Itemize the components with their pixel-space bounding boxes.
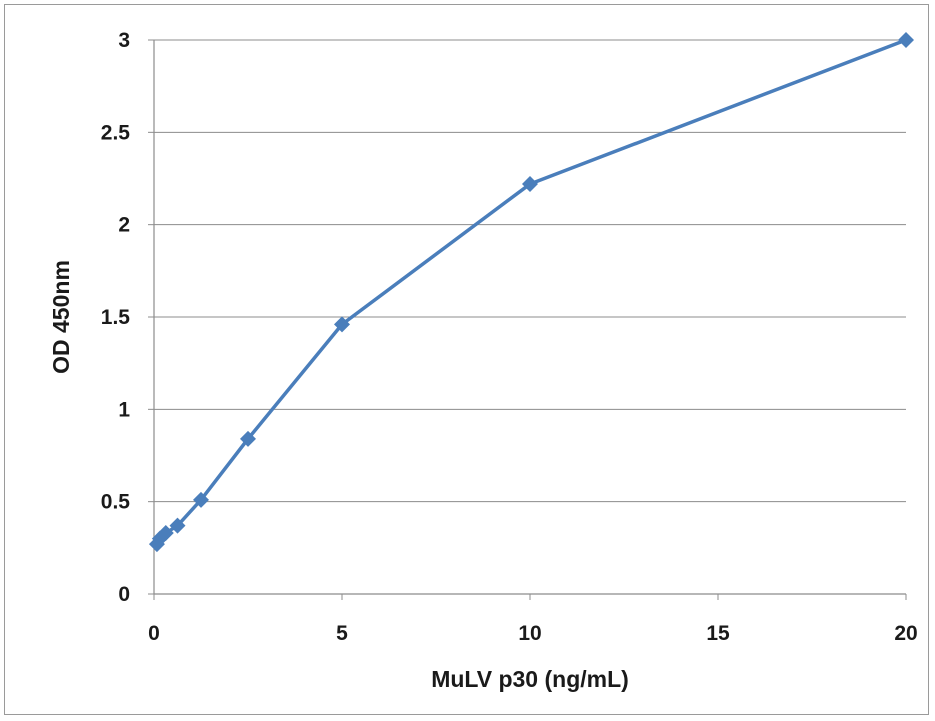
x-tick-labels: 0 5 10 15 20: [148, 594, 918, 645]
x-axis-title: MuLV p30 (ng/mL): [431, 666, 629, 692]
series-group: [148, 32, 914, 553]
gridlines: [154, 39, 906, 503]
series-line-0: [155, 38, 907, 545]
y-axis-title: OD 450nm: [48, 260, 74, 374]
data-point-8: [898, 32, 914, 48]
y-tick-label-1: 0.5: [101, 491, 131, 514]
y-tick-label-0: 0: [118, 583, 130, 606]
x-tick-label-4: 20: [894, 622, 917, 645]
x-tick-label-2: 10: [518, 622, 541, 645]
data-point-3: [169, 517, 186, 534]
y-tick-labels: 0 0.5 1 1.5 2 2.5 3: [101, 29, 154, 606]
chart-frame: [4, 4, 929, 715]
y-tick-label-2: 1: [118, 398, 130, 421]
data-point-2: [157, 525, 174, 542]
x-tick-label-3: 15: [706, 622, 730, 645]
data-point-7: [522, 176, 538, 193]
data-point-6: [334, 316, 350, 333]
y-tick-label-6: 3: [118, 29, 130, 52]
x-tick-label-1: 5: [336, 622, 348, 645]
y-tick-label-4: 2: [118, 214, 130, 237]
x-tick-label-0: 0: [148, 622, 160, 645]
y-tick-label-5: 2.5: [101, 121, 131, 144]
y-tick-label-3: 1.5: [101, 306, 131, 329]
data-point-5: [240, 430, 256, 447]
data-point-4: [193, 491, 209, 508]
